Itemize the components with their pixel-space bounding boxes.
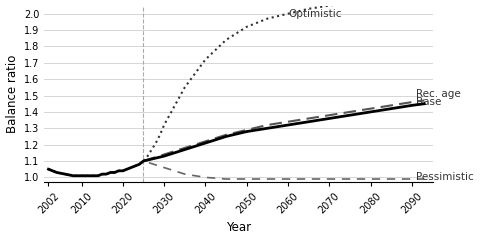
- Text: Base: Base: [416, 97, 442, 107]
- Y-axis label: Balance ratio: Balance ratio: [6, 55, 19, 133]
- Text: Optimistic: Optimistic: [288, 9, 341, 19]
- Text: Rec. age: Rec. age: [416, 89, 461, 99]
- X-axis label: Year: Year: [226, 222, 251, 234]
- Text: Pessimistic: Pessimistic: [416, 172, 474, 182]
